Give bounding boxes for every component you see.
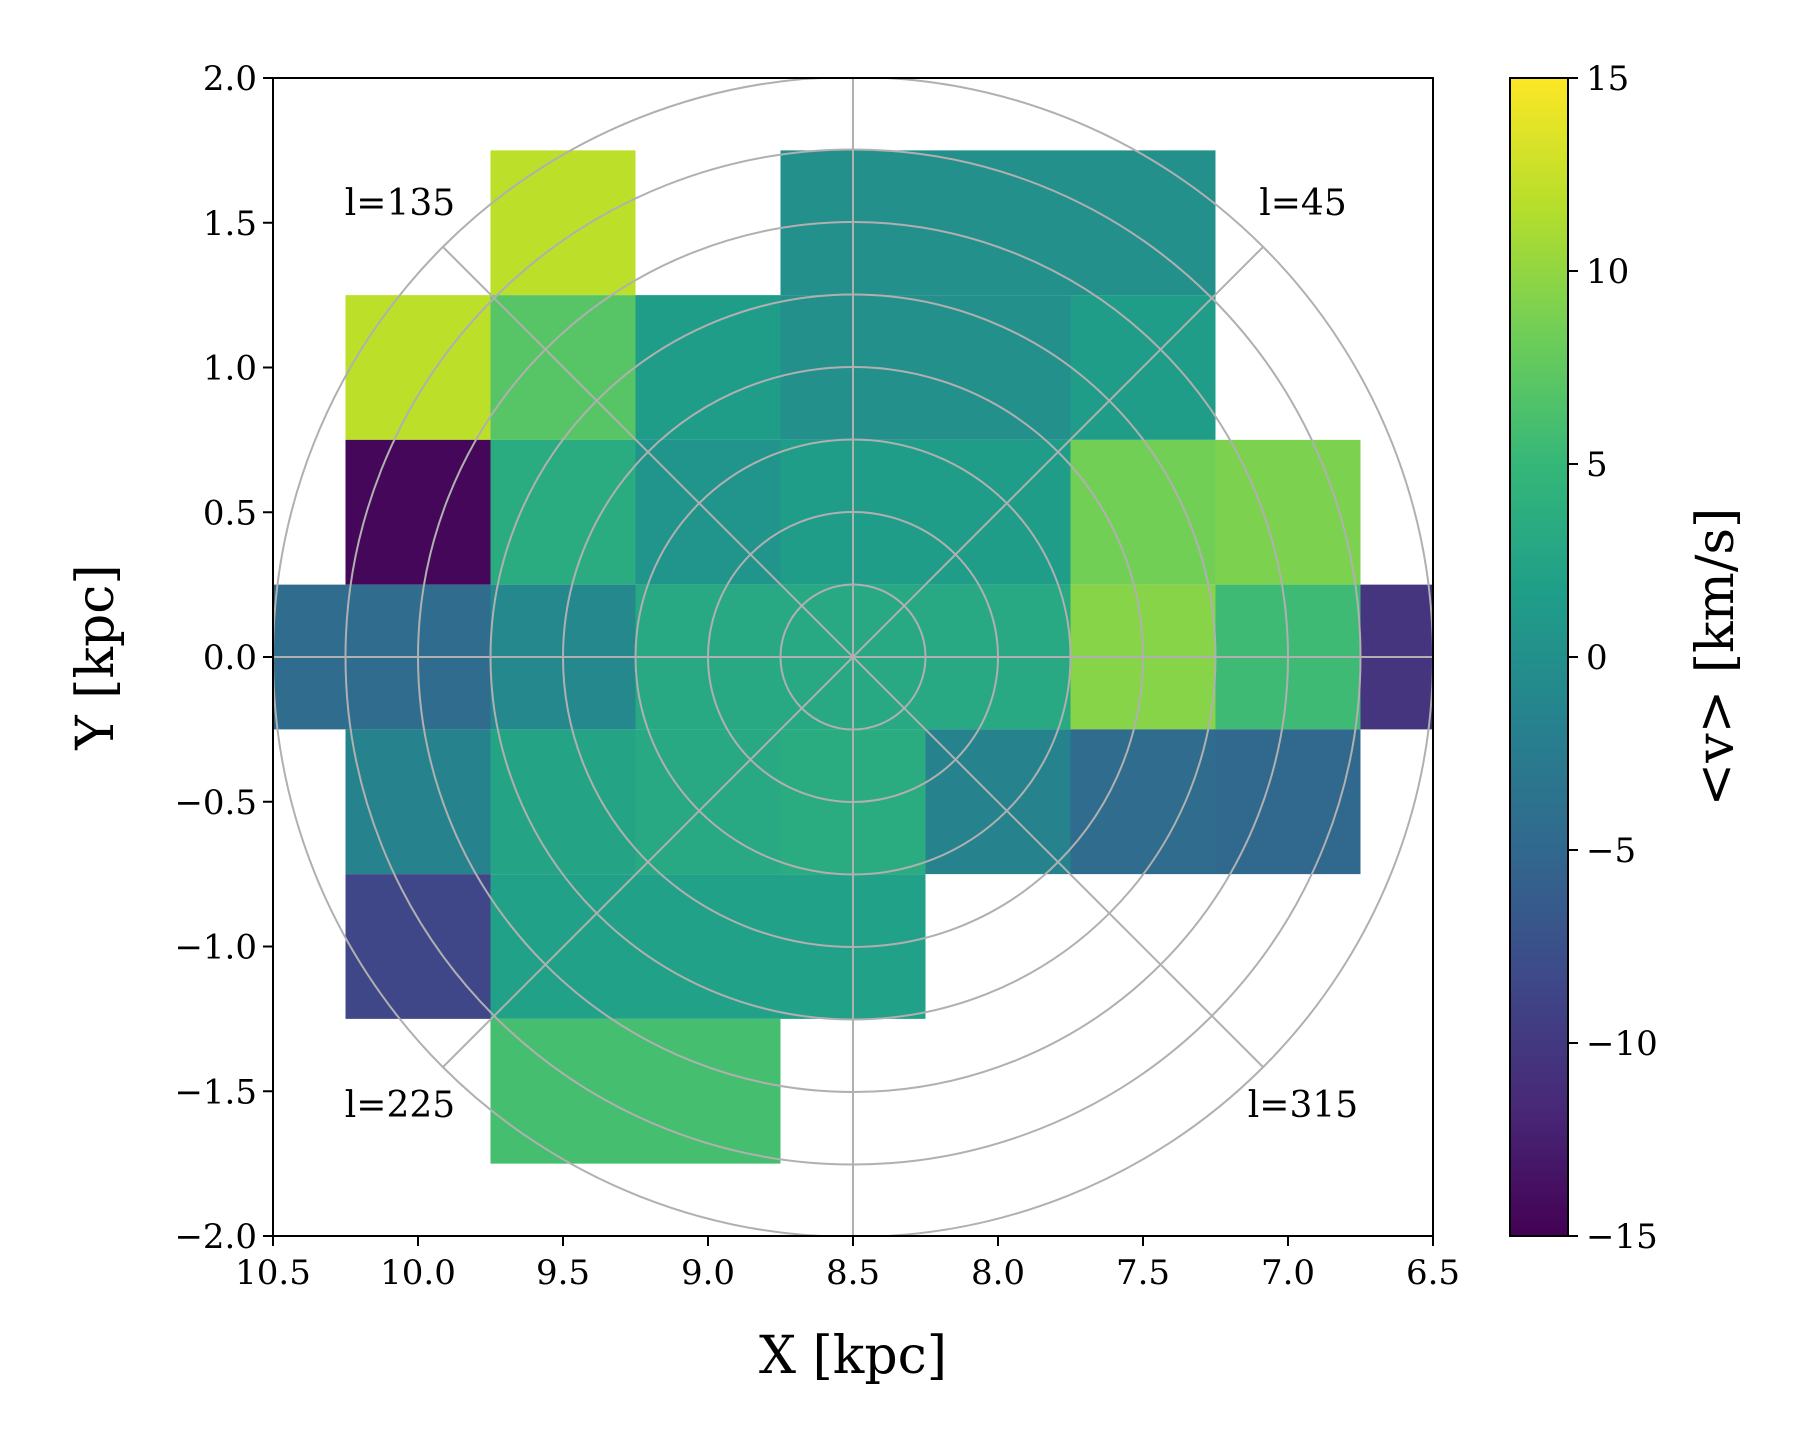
heatmap-cell [1215, 439, 1361, 585]
x-tick-label: 10.5 [235, 1253, 311, 1293]
x-tick-label: 8.0 [971, 1253, 1025, 1293]
x-tick-label: 6.5 [1406, 1253, 1460, 1293]
y-axis: 2.0 1.5 1.0 0.5 0.0 −0.5 −1.0 −1.5 −2.0 [174, 59, 273, 1257]
y-tick-label: −1.0 [174, 928, 257, 968]
y-tick-label: 1.5 [203, 204, 257, 244]
polar-grid-spoke [442, 246, 854, 658]
y-tick-label: −1.5 [174, 1072, 257, 1112]
colorbar-ticks: 15 10 5 0 −5 −10 −15 [1568, 59, 1658, 1257]
polar-grid [273, 78, 1433, 1236]
colorbar-tick-label: 10 [1586, 252, 1629, 292]
polar-grid-spoke [442, 656, 854, 1068]
heatmap-cell [490, 439, 636, 585]
annotation-l45: l=45 [1259, 183, 1347, 224]
colorbar-tick-label: 0 [1586, 638, 1608, 678]
heatmap-cell [345, 729, 491, 875]
heatmap-cell [925, 295, 1071, 440]
annotation-l225: l=225 [345, 1085, 455, 1126]
colorbar-tick-label: −5 [1586, 831, 1636, 871]
y-axis-label: Y [kpc] [66, 564, 126, 750]
heatmap-cell [490, 1018, 636, 1164]
polar-grid-spoke [852, 656, 1264, 1068]
heatmap-cell [345, 874, 491, 1019]
heatmap-cell [1070, 439, 1216, 585]
x-axis-label: X [kpc] [759, 1326, 947, 1386]
heatmap-cell [1215, 729, 1361, 875]
polar-grid-spoke [852, 246, 1264, 658]
annotation-l315: l=315 [1248, 1085, 1358, 1126]
heatmap-cell [1070, 150, 1216, 296]
x-tick-label: 10.0 [380, 1253, 456, 1293]
x-tick-label: 8.5 [826, 1253, 880, 1293]
heatmap-cell [490, 729, 636, 875]
x-axis: 10.5 10.0 9.5 9.0 8.5 8.0 7.5 7.0 6.5 [235, 1236, 1460, 1293]
colorbar-tick-label: 5 [1586, 445, 1608, 485]
y-tick-label: 1.0 [203, 349, 257, 389]
heatmap-cell [635, 295, 781, 440]
x-tick-label: 9.0 [681, 1253, 735, 1293]
y-tick-label: 0.5 [203, 493, 257, 533]
heatmap-cell [345, 295, 491, 440]
x-tick-label: 7.0 [1261, 1253, 1315, 1293]
colorbar-tick-label: −15 [1586, 1217, 1658, 1257]
y-tick-label: −2.0 [174, 1217, 257, 1257]
heatmap-cell [1070, 729, 1216, 875]
heatmap-cell [345, 439, 491, 585]
y-tick-label: 0.0 [203, 638, 257, 678]
heatmap-cell [490, 150, 636, 296]
y-tick-label: −0.5 [174, 783, 257, 823]
colorbar-label: <v> [km/s] [1686, 508, 1746, 807]
heatmap-cell [635, 874, 781, 1019]
x-tick-label: 9.5 [536, 1253, 590, 1293]
heatmap-cell [925, 150, 1071, 296]
annotation-l135: l=135 [345, 183, 455, 224]
y-tick-label: 2.0 [203, 59, 257, 99]
colorbar-tick-label: 15 [1586, 59, 1629, 99]
heatmap-cell [635, 1018, 781, 1164]
colorbar-tick-label: −10 [1586, 1024, 1658, 1064]
colorbar [1509, 77, 1569, 1237]
x-tick-label: 7.5 [1116, 1253, 1170, 1293]
